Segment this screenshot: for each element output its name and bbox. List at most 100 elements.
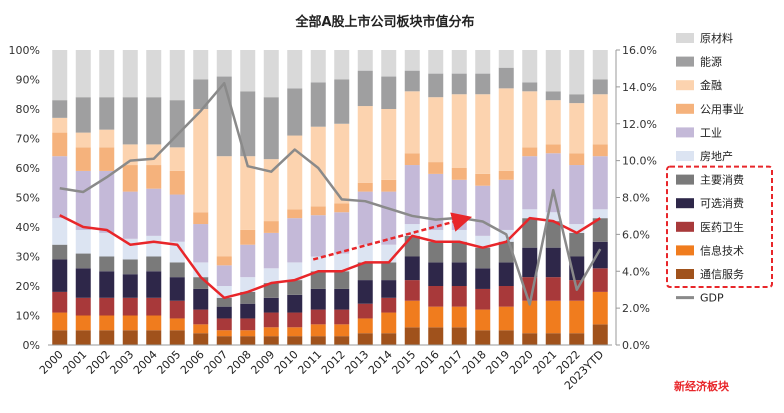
bar-segment [498,88,514,171]
bar-segment [193,212,209,225]
bar-segment [52,330,68,345]
legend-label: 信息技术 [700,243,744,257]
bar-segment [240,303,256,319]
bar-segment [99,50,115,98]
bar-segment [310,50,326,83]
bar-segment [52,312,68,331]
bar-segment [475,309,491,331]
legend-label: 医药卫生 [700,220,744,234]
bar-segment [75,330,91,345]
legend-swatch [676,221,694,232]
bar-segment [193,224,209,263]
bar-segment [592,79,608,95]
bar-segment [545,247,561,278]
bar-segment [122,274,138,298]
bar-segment [404,300,420,328]
bar-segment [428,262,444,286]
bar-segment [498,306,514,331]
bar-segment [99,147,115,171]
bar-segment [522,91,538,148]
left-tick-label: 50% [16,192,40,205]
left-tick-label: 80% [16,103,40,116]
bar-segment [169,50,185,101]
legend-label: 能源 [700,55,722,69]
bar-segment [404,165,420,225]
bar-segment [99,315,115,331]
bar-segment [193,109,209,213]
bar-segment [240,229,256,245]
bar-segment [334,309,350,325]
bar-segment [240,330,256,337]
bar-segment [146,165,162,189]
bar-segment [287,336,303,345]
left-tick-label: 0% [23,339,40,352]
bar-segment [52,100,68,118]
bar-segment [404,153,420,166]
left-tick-label: 70% [16,133,40,146]
bar-segment [240,336,256,345]
bar-segment [381,262,397,281]
bar-segment [592,324,608,345]
bar-segment [357,303,373,319]
x-tick-label: 2004 [131,348,160,377]
bar-segment [498,67,514,89]
bar-segment [475,235,491,248]
x-tick-label: 2016 [413,348,442,377]
bar-segment [240,291,256,304]
bar-segment [99,170,115,233]
bar-segment [75,97,91,133]
bar-segment [263,97,279,160]
bar-segment [52,50,68,101]
bar-segment [428,286,444,307]
left-tick-label: 90% [16,74,40,87]
bar-segment [75,147,91,171]
bar-segment [287,262,303,281]
bar-segment [240,156,256,230]
bar-segment [193,333,209,345]
bar-segment [475,185,491,236]
bar-segment [545,50,561,92]
legend-swatch [676,198,694,209]
bar-segment [99,297,115,316]
bar-segment [545,153,561,213]
bar-segment [428,229,444,242]
bar-segment [310,336,326,345]
bar-segment [451,306,467,328]
bar-segment [592,94,608,145]
bar-segment [287,280,303,295]
bar-segment [592,50,608,80]
bar-segment [146,297,162,316]
bar-segment [475,73,491,95]
bar-segment [569,333,585,345]
bar-segment [404,70,420,92]
bar-segment [381,191,397,245]
right-tick-label: 14.0% [622,81,657,94]
bar-segment [357,280,373,304]
chart-title: 全部A股上市公司板块市值分布 [294,14,474,30]
bar-segment [428,173,444,230]
legend-swatch [676,56,694,67]
bar-segment [569,94,585,104]
bar-segment [334,203,350,213]
bar-segment [99,97,115,130]
lines-group [59,81,602,306]
bar-segment [428,50,444,74]
bar-segment [52,156,68,219]
bar-segment [287,88,303,136]
bar-segment [545,144,561,154]
bar-segment [169,330,185,345]
bar-segment [169,241,185,263]
bar-segment [216,330,232,337]
right-tick-label: 16.0% [622,44,657,57]
right-tick-label: 12.0% [622,118,657,131]
bar-segment [310,215,326,257]
bar-segment [545,91,561,101]
x-tick-label: 2018 [460,348,489,377]
bar-segment [99,256,115,272]
bar-segment [193,324,209,334]
bar-segment [357,318,373,334]
bar-segment [498,170,514,180]
bar-segment [75,297,91,316]
bar-segment [52,132,68,157]
legend-swatch [676,127,694,138]
